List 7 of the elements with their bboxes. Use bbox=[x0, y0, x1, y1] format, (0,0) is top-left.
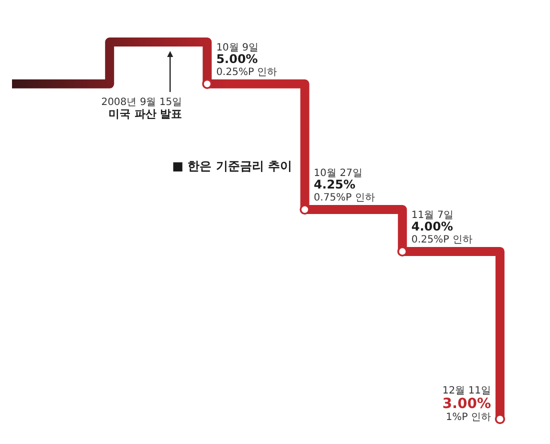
data-label: 10월 27일 4.25% 0.75%P 인하 bbox=[314, 168, 375, 204]
data-label: 11월 7일 4.00% 0.25%P 인하 bbox=[411, 210, 472, 246]
point bbox=[202, 78, 212, 89]
annotation: 2008년 9월 15일 미국 파산 발표 bbox=[101, 96, 182, 121]
data-label: 12월 11일 3.00% 1%P 인하 bbox=[442, 385, 491, 423]
text: ■ 한은 기준금리 추이 bbox=[172, 159, 292, 173]
data-label: 10월 9일 5.00% 0.25%P 인하 bbox=[216, 42, 278, 78]
